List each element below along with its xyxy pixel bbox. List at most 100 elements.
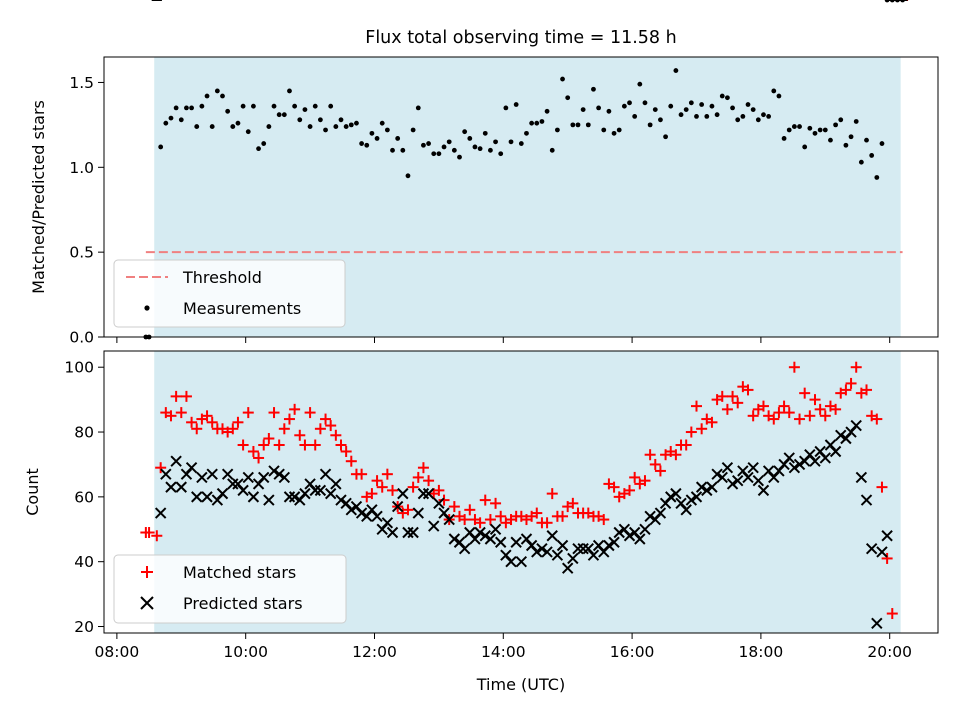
measurements-legend-marker (144, 305, 150, 311)
matched-stars-point (417, 462, 429, 474)
predicted-stars-point (458, 543, 471, 555)
matched-stars-point (608, 481, 620, 493)
measurements-point (225, 108, 231, 114)
matched-stars-point (155, 462, 167, 474)
matched-stars-point (304, 407, 316, 419)
predicted-stars-point (170, 455, 182, 467)
matched-stars-point (464, 504, 476, 516)
measurements-point (328, 103, 334, 109)
measurements-point (776, 93, 782, 99)
bottom-legend: Matched stars Predicted stars (113, 554, 347, 624)
measurements-point (374, 136, 380, 141)
measurements-point (807, 125, 813, 131)
matched-stars-point (531, 507, 543, 519)
predicted-stars-point (680, 504, 692, 516)
measurements-point (843, 142, 849, 148)
measurements-point (214, 88, 220, 94)
matched-stars-point (335, 439, 347, 451)
matched-stars-point (278, 423, 290, 435)
matched-stars-point (294, 429, 306, 441)
measurements-point (802, 144, 808, 150)
predicted-stars-point (757, 484, 770, 497)
matched-legend-label: Matched stars (183, 563, 296, 582)
measurements-point (725, 95, 730, 101)
predicted-stars-point (407, 526, 419, 539)
measurements-point (585, 122, 591, 128)
measurements-point (199, 103, 205, 109)
matched-stars-point (819, 410, 831, 422)
predicted-stars-point (706, 481, 718, 493)
bottom-y-tick-label: 60 (74, 488, 94, 506)
measurements-point (534, 120, 540, 126)
measurements-point (668, 103, 674, 109)
measurements-point (554, 127, 560, 133)
measurements-point (467, 136, 473, 141)
matched-stars-point (778, 400, 790, 412)
matched-stars-point (314, 423, 326, 435)
predicted-stars-point (860, 494, 873, 506)
predicted-stars-point (871, 617, 883, 629)
measurements-point (488, 147, 493, 153)
measurements-point (292, 103, 298, 109)
measurements-point (771, 88, 777, 94)
predicted-stars-point (479, 530, 491, 542)
matched-stars-point (407, 481, 419, 493)
predicted-stars-point (747, 461, 759, 474)
measurements-point (864, 137, 869, 143)
matched-stars-point (886, 608, 898, 620)
matched-stars-point (773, 407, 785, 419)
predicted-stars-point (577, 543, 589, 555)
predicted-stars-point (345, 504, 358, 516)
predicted-stars-point (644, 510, 656, 523)
matched-stars-point (227, 423, 239, 435)
top-panel-frame (103, 56, 939, 338)
predicted-stars-point (603, 539, 615, 552)
measurements-point (482, 130, 488, 136)
measurements-point (271, 103, 277, 109)
measurements-point (220, 93, 225, 99)
measurements-point (575, 122, 581, 128)
matched-stars-point (433, 484, 445, 496)
predicted-stars-point (551, 549, 564, 561)
predicted-stars-point (665, 491, 677, 503)
matched-stars-point (320, 413, 332, 425)
predicted-stars-point (623, 530, 636, 542)
predicted-stars-point (196, 471, 208, 484)
measurements-point (761, 112, 766, 118)
measurements-point (251, 103, 256, 109)
measurements-point (658, 117, 663, 123)
matched-stars-point (804, 410, 816, 422)
matched-stars-point (376, 481, 388, 493)
matched-stars-point (175, 407, 187, 419)
predicted-stars-point (876, 546, 888, 558)
measurements-point (637, 81, 643, 87)
measurements-point (421, 142, 426, 148)
matched-stars-point (206, 416, 218, 428)
measurements-point (240, 103, 246, 109)
predicted-stars-point (268, 465, 280, 477)
matched-stars-point (685, 426, 697, 438)
matched-stars-point (325, 420, 337, 432)
matched-stars-point (263, 433, 275, 445)
measurements-point (735, 117, 741, 123)
predicted-stars-point (397, 487, 409, 500)
predicted-stars-point (299, 487, 311, 500)
measurements-point (853, 119, 859, 124)
measurements-point (312, 103, 318, 109)
matched-stars-point (143, 527, 155, 539)
predicted-stars-point (154, 507, 167, 519)
matched-stars-point (186, 416, 198, 428)
measurements-point (560, 76, 565, 82)
bottom-y-tick-label: 100 (64, 359, 94, 377)
predicted-stars-point (206, 468, 218, 480)
predicted-stars-point (690, 491, 703, 503)
measurements-point (833, 122, 839, 128)
measurements-point (596, 105, 602, 111)
predicted-stars-point (587, 549, 600, 561)
matched-stars-point (716, 390, 728, 402)
measurements-point (606, 108, 612, 114)
matched-stars-point (629, 471, 641, 483)
threshold-legend-label: Threshold (182, 268, 262, 287)
bottom-y-tick-label: 80 (74, 424, 94, 442)
